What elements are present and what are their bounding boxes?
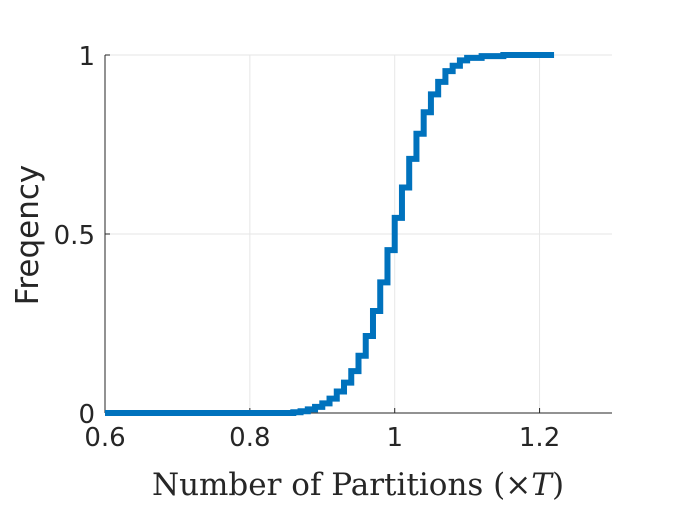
y-axis-label: Freqency [10, 165, 46, 306]
x-tick-label: 1.2 [519, 423, 560, 453]
y-tick-label: 1 [78, 42, 95, 72]
series-layer [105, 52, 555, 416]
x-tick-label: 0.6 [84, 423, 125, 453]
y-tick-label: 0.5 [54, 221, 95, 251]
x-tick-label: 0.8 [229, 423, 270, 453]
tick-labels: 0.6 0.8 1 1.2 0 0.5 1 [54, 42, 561, 453]
x-axis-label-text: Number of Partitions (× [152, 467, 531, 503]
x-tick-label: 1 [386, 423, 403, 453]
cdf-line [105, 52, 555, 416]
y-tick-label: 0 [78, 400, 95, 430]
x-axis-label: Number of Partitions (×T) [152, 467, 564, 503]
x-axis-label-math: T [531, 467, 554, 503]
x-axis-label-close: ) [552, 467, 564, 503]
